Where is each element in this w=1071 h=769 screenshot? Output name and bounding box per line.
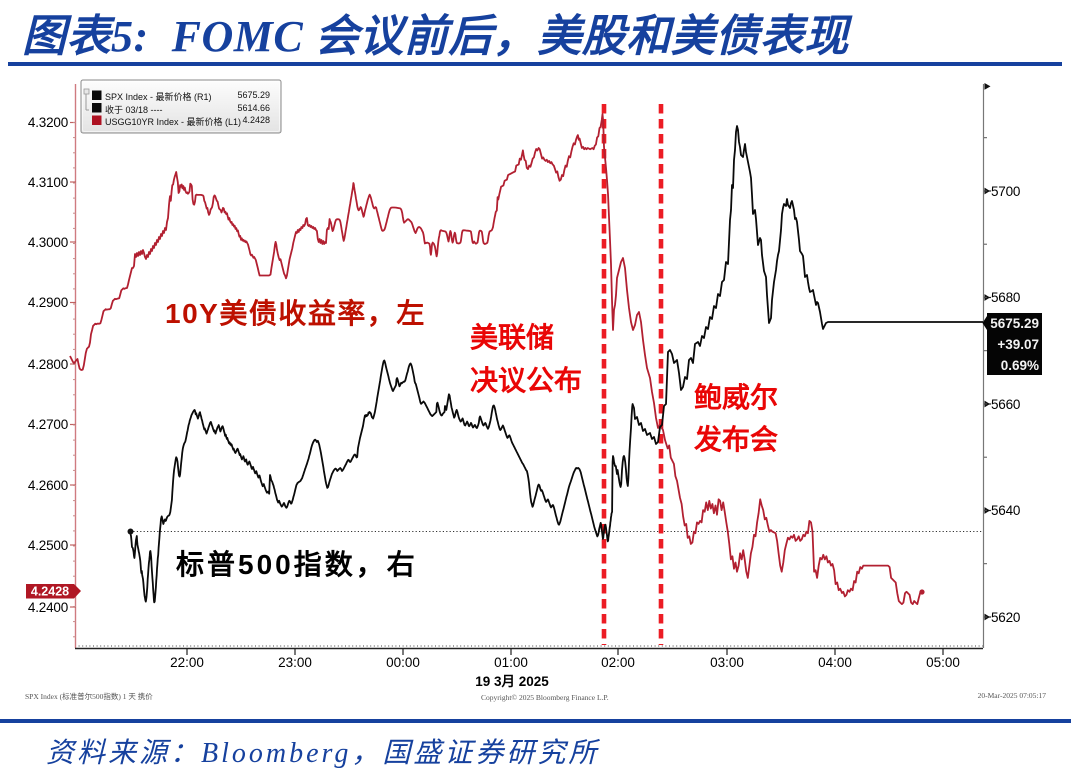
svg-text:5675.29: 5675.29 bbox=[990, 316, 1039, 331]
svg-text:4.2428: 4.2428 bbox=[31, 585, 69, 599]
svg-text:0.69%: 0.69% bbox=[1001, 358, 1039, 373]
svg-text:+39.07: +39.07 bbox=[997, 337, 1039, 352]
